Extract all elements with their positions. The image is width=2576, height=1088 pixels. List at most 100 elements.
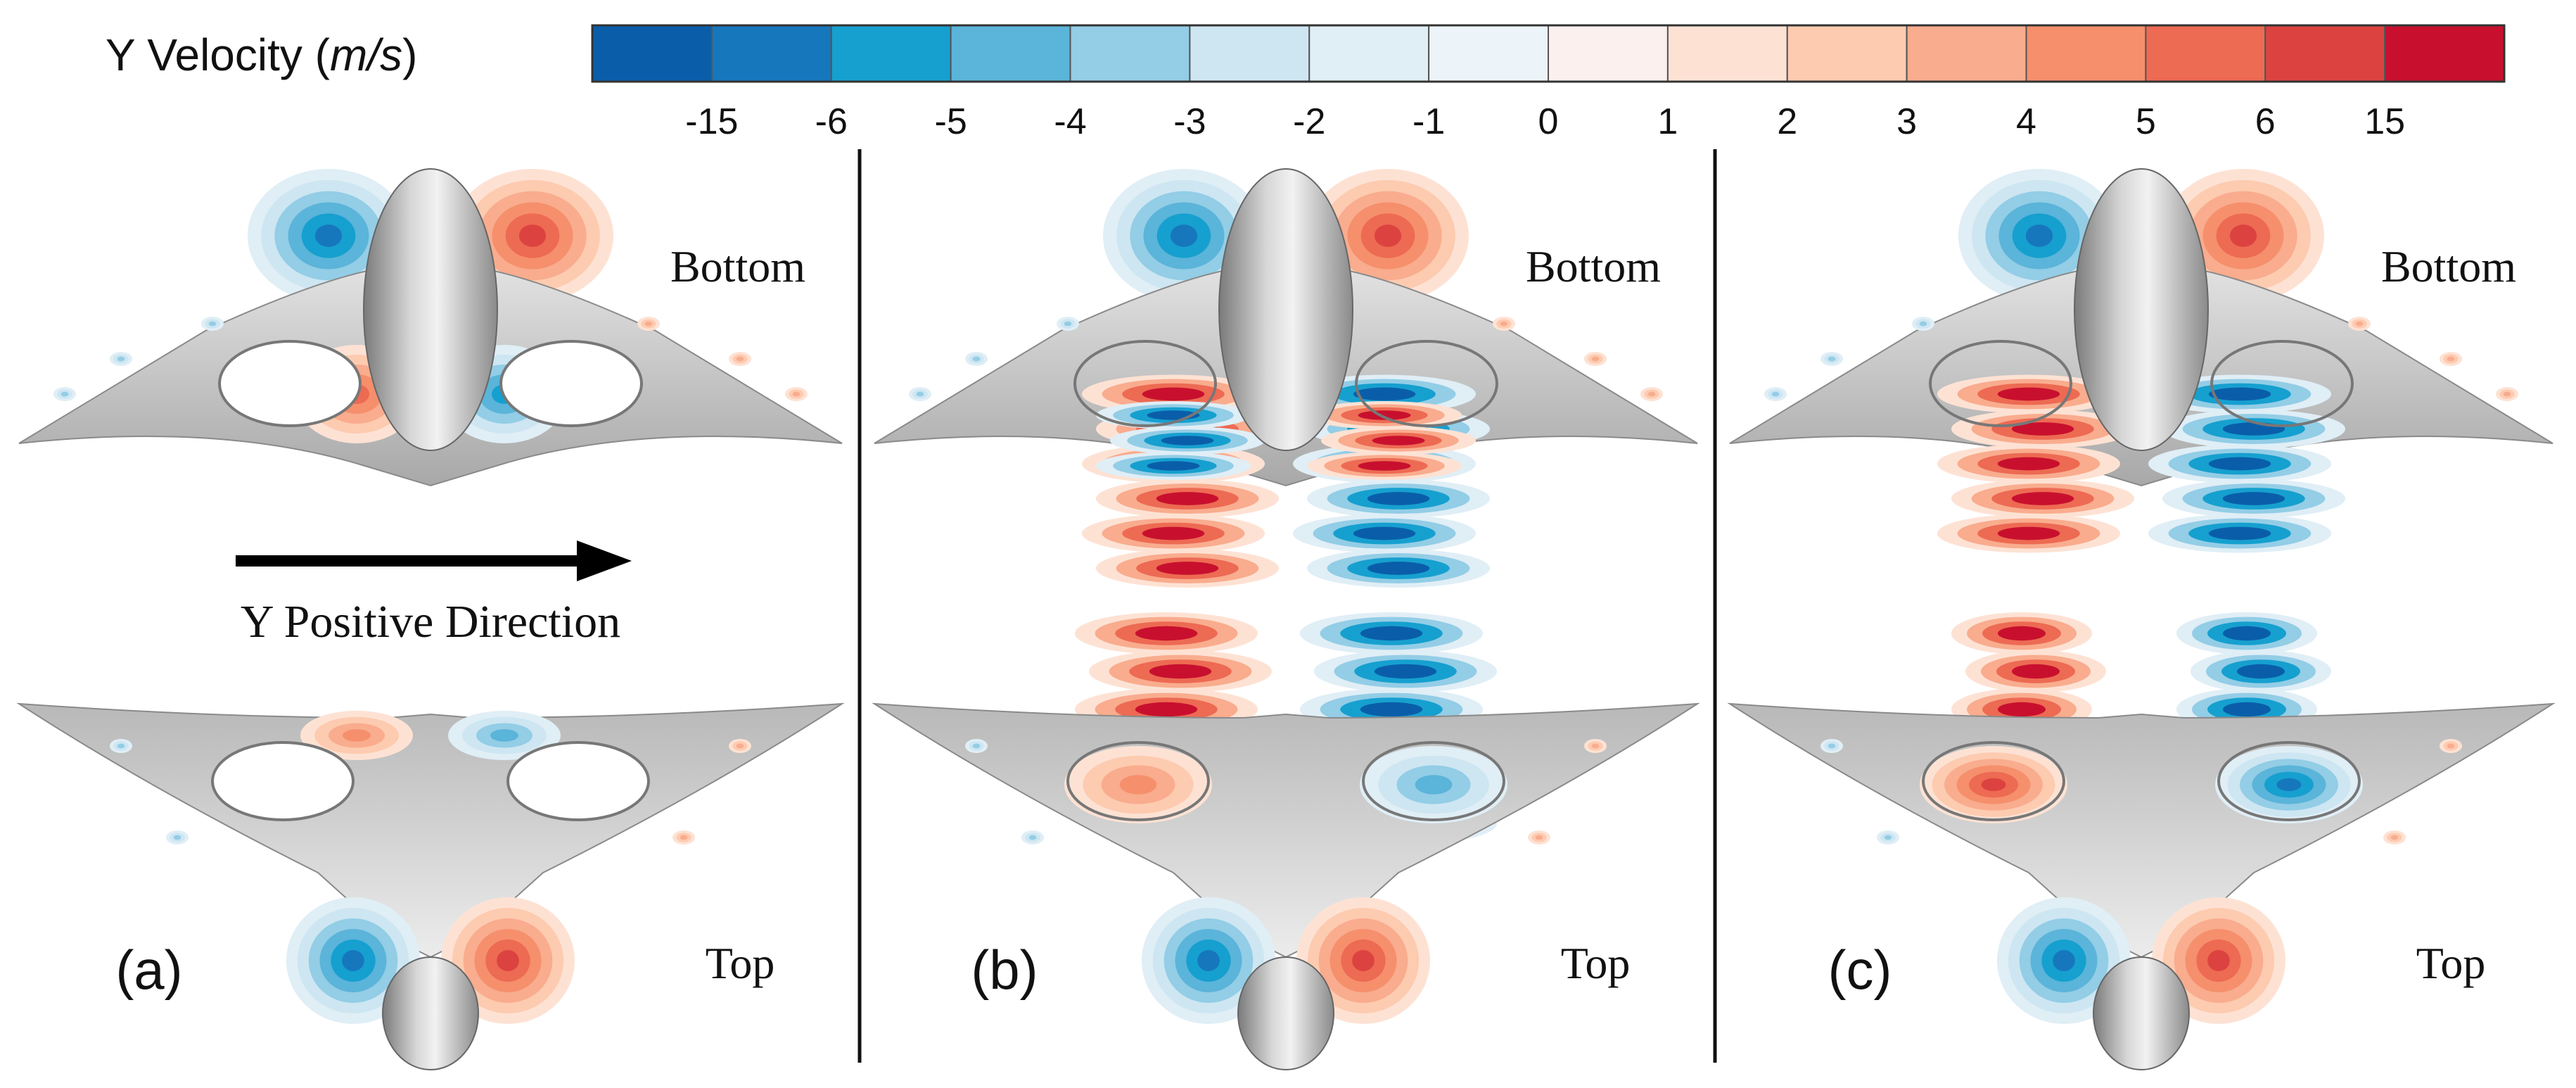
duct-left bbox=[1929, 340, 2072, 427]
colorbar-tick-label: -15 bbox=[685, 101, 738, 142]
le-contour-left bbox=[300, 711, 413, 760]
panel-b: Bottom Top (b) bbox=[874, 168, 1698, 1070]
colorbar-swatch-11 bbox=[1906, 25, 2027, 82]
colorbar-tick-label: -6 bbox=[815, 101, 848, 142]
colorbar-swatch-14 bbox=[2264, 25, 2386, 82]
duct-right bbox=[1355, 340, 1498, 427]
contour-band bbox=[1372, 436, 1425, 445]
colorbar-swatch-10 bbox=[1786, 25, 1908, 82]
duct-right bbox=[2210, 340, 2354, 427]
contour-level bbox=[2447, 356, 2455, 362]
upper-wake-left bbox=[1951, 612, 2106, 730]
contour-level bbox=[680, 835, 688, 840]
wing-edge-contour bbox=[1493, 317, 1515, 331]
contour-band bbox=[2223, 702, 2271, 717]
contour-level bbox=[2025, 224, 2053, 247]
contour-level bbox=[736, 356, 744, 362]
fuselage-bottom bbox=[363, 168, 498, 451]
wing-edge-contour bbox=[1821, 739, 1843, 753]
contour-band bbox=[1142, 387, 1205, 401]
wing-edge-contour bbox=[1584, 739, 1607, 753]
duct-flow-right bbox=[1360, 746, 1507, 823]
colorbar-swatch-6 bbox=[1308, 25, 1430, 82]
contour-level bbox=[1170, 224, 1198, 247]
contour-band bbox=[1353, 526, 1416, 540]
colorbar-tick-label: 2 bbox=[1777, 101, 1797, 142]
contour-band bbox=[1142, 526, 1205, 540]
nose-contour-left bbox=[286, 897, 420, 1024]
wing-edge-contour bbox=[785, 387, 808, 401]
duct-top-left bbox=[211, 741, 355, 821]
colorbar-swatch-1 bbox=[710, 25, 832, 82]
colorbar-swatch-13 bbox=[2145, 25, 2266, 82]
contour-band bbox=[2011, 492, 2074, 505]
colorbar-swatch-5 bbox=[1189, 25, 1311, 82]
contour-level bbox=[342, 950, 364, 971]
contour-level bbox=[1415, 775, 1453, 795]
contour-level bbox=[314, 224, 343, 247]
direction-label: Y Positive Direction bbox=[241, 596, 620, 647]
bottom-view: Bottom bbox=[1729, 168, 2553, 553]
contour-band bbox=[1156, 562, 1219, 575]
top-view: Top bbox=[18, 703, 843, 1070]
contour-level bbox=[644, 321, 653, 327]
contour-level bbox=[972, 743, 981, 749]
contour-band bbox=[1997, 526, 2060, 540]
upper-wake-right bbox=[2176, 612, 2331, 730]
wing-edge-contour bbox=[729, 739, 751, 753]
legend-title: Y Velocity (m/s) bbox=[106, 30, 417, 80]
wing-edge-contour bbox=[909, 387, 931, 401]
contour-level bbox=[2503, 391, 2511, 397]
panel-label: (a) bbox=[115, 939, 182, 1001]
contour-band bbox=[1998, 702, 2046, 717]
wing-edge-contour bbox=[110, 352, 132, 366]
bottom-view: Bottom bbox=[874, 168, 1698, 588]
rotor-wake-right-b bbox=[1307, 401, 1476, 480]
wing-edge-contour bbox=[1057, 317, 1079, 331]
colorbar-tick-label: -4 bbox=[1054, 101, 1086, 142]
nose-contour-right bbox=[1296, 897, 1430, 1024]
wing-edge-contour bbox=[2496, 387, 2518, 401]
bottom-view-label: Bottom bbox=[670, 241, 805, 291]
top-view-label: Top bbox=[2416, 938, 2486, 988]
contour-band bbox=[1997, 387, 2060, 401]
contour-level bbox=[1064, 321, 1072, 327]
contour-level bbox=[2355, 321, 2364, 327]
contour-band bbox=[2208, 457, 2271, 471]
contour-level bbox=[117, 743, 125, 749]
contour-level bbox=[117, 356, 125, 362]
duct-flow-left bbox=[1920, 746, 2067, 823]
wing-edge-contour bbox=[965, 352, 988, 366]
rotor-wake-left bbox=[1937, 374, 2134, 553]
wing-edge-contour bbox=[2348, 317, 2371, 331]
colorbar-tick-label: 15 bbox=[2364, 101, 2405, 142]
duct-right bbox=[499, 340, 643, 427]
contour-band bbox=[1998, 626, 2046, 641]
nose-top bbox=[2093, 956, 2190, 1070]
contour-level bbox=[1828, 356, 1836, 362]
nose-contour-right bbox=[2152, 897, 2285, 1024]
contour-level bbox=[1884, 835, 1892, 840]
colorbar-swatch-3 bbox=[950, 25, 1071, 82]
top-view: Top bbox=[1729, 612, 2553, 1070]
colorbar-swatch-9 bbox=[1666, 25, 1788, 82]
contour-level bbox=[2447, 743, 2455, 749]
wing-edge-contour bbox=[2383, 830, 2406, 845]
contour-level bbox=[2229, 224, 2257, 247]
colorbar-tick-label: 4 bbox=[2016, 101, 2036, 142]
contour-band bbox=[2011, 422, 2074, 436]
panel-a: Bottom Top (a) bbox=[18, 168, 843, 1070]
contour-level bbox=[1028, 835, 1037, 840]
panel-label: (b) bbox=[971, 939, 1038, 1001]
duct-left bbox=[1073, 340, 1217, 427]
wing-top bbox=[18, 703, 843, 959]
colorbar-tick-label: 0 bbox=[1538, 101, 1559, 142]
contour-level bbox=[1591, 743, 1600, 749]
contour-band bbox=[1367, 562, 1430, 575]
colorbar-frame bbox=[591, 24, 2506, 83]
duct-top-right bbox=[506, 741, 650, 821]
colorbar-tick-label: -3 bbox=[1173, 101, 1206, 142]
contour-band bbox=[1135, 702, 1198, 717]
contour-level bbox=[1535, 835, 1543, 840]
